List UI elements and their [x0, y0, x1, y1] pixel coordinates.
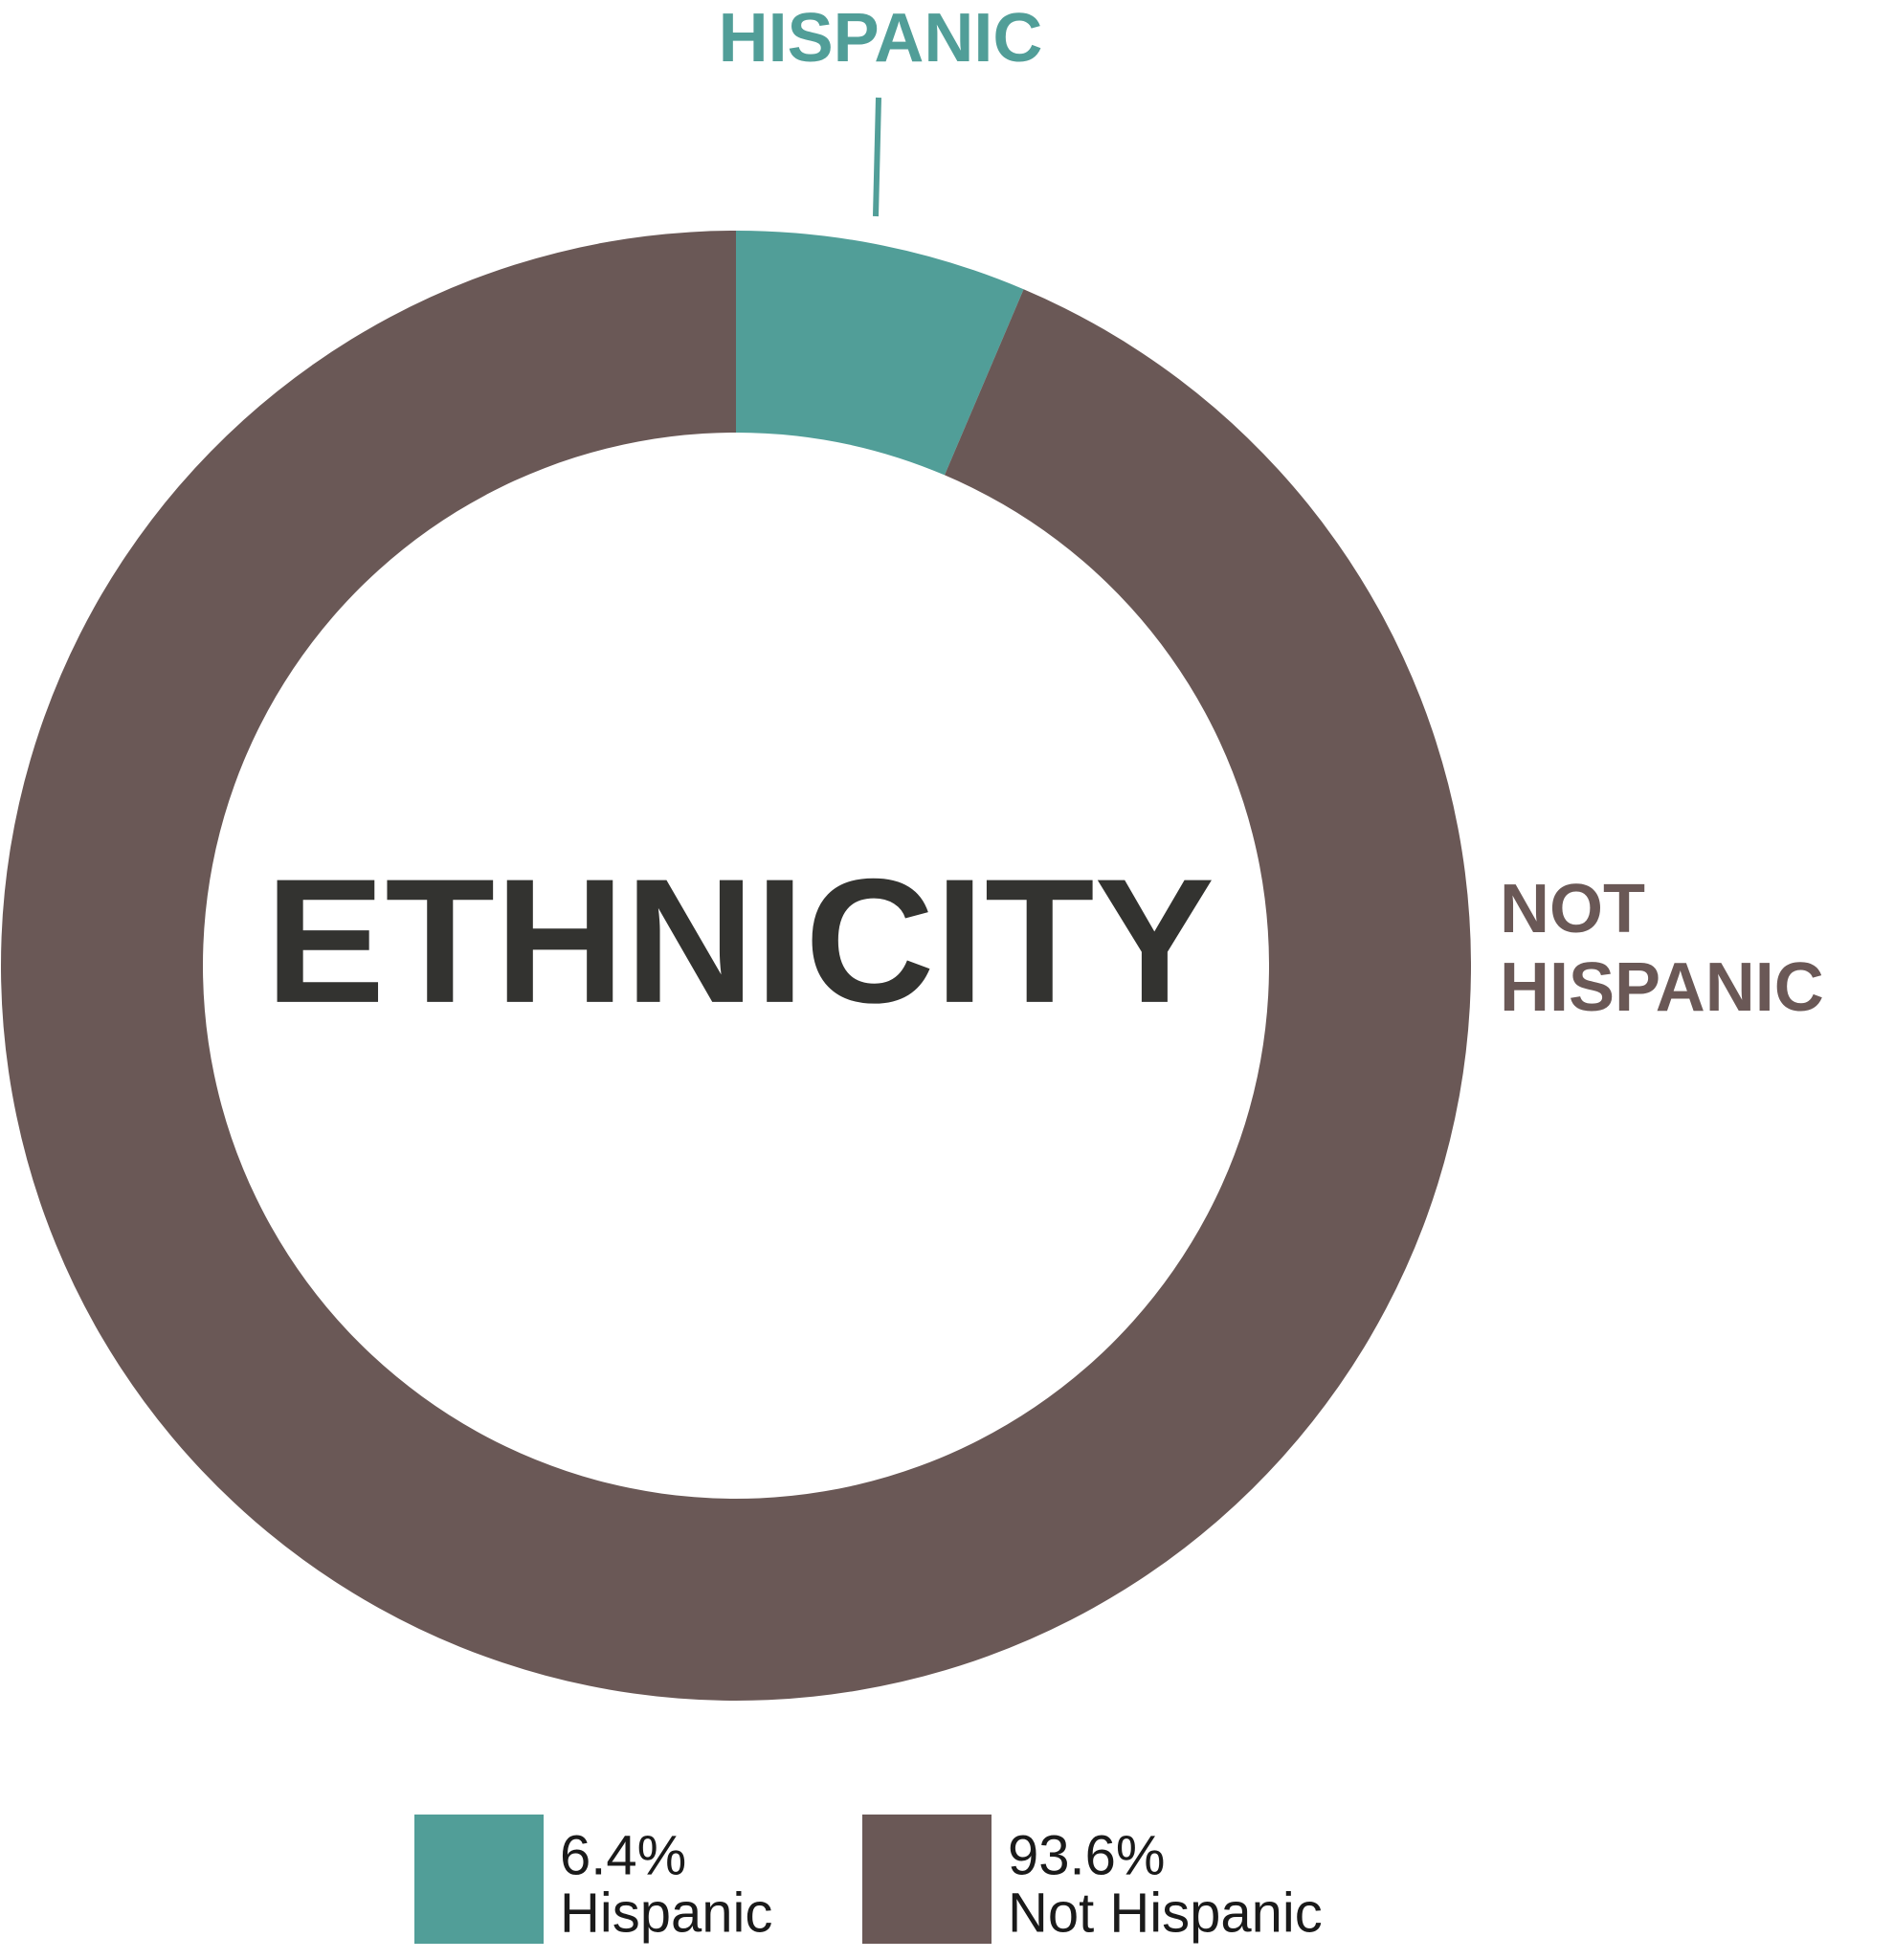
slice-label: NOT: [1500, 871, 1645, 947]
legend-value: 6.4%: [560, 1824, 686, 1886]
chart-title: ETHNICITY: [265, 843, 1214, 1040]
legend-swatch: [414, 1815, 544, 1944]
donut-slice: [736, 231, 1024, 476]
legend-label: Hispanic: [560, 1882, 772, 1944]
legend-swatch: [862, 1815, 992, 1944]
slice-label: HISPANIC: [719, 0, 1043, 77]
legend-label: Not Hispanic: [1008, 1882, 1323, 1944]
legend-value: 93.6%: [1008, 1824, 1165, 1886]
slice-label: HISPANIC: [1500, 949, 1824, 1026]
leader-line: [873, 97, 881, 217]
